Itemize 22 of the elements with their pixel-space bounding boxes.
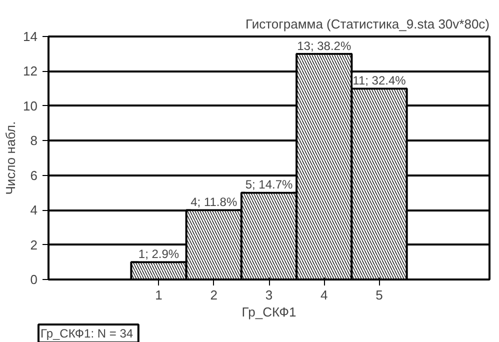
y-tick-label: 0 xyxy=(30,272,38,287)
y-axis-title: Число набл. xyxy=(3,121,18,195)
data-label: 11; 32.4% xyxy=(352,74,406,88)
y-tick-label: 10 xyxy=(23,98,38,114)
x-axis-title: Гр_СКФ1 xyxy=(242,304,296,320)
x-tick-label: 4 xyxy=(320,288,328,302)
y-tick-label: 8 xyxy=(30,133,38,148)
x-tick-label: 3 xyxy=(265,288,273,302)
x-tick-label: 2 xyxy=(210,288,218,302)
y-tick-label: 14 xyxy=(23,29,38,44)
x-tick-label: 1 xyxy=(155,288,162,302)
x-tick-label: 5 xyxy=(376,288,383,302)
y-tick-label: 2 xyxy=(30,237,38,252)
y-tick-label: 12 xyxy=(23,64,38,79)
data-label: 13; 38.2% xyxy=(297,38,352,53)
y-tick-label: 4 xyxy=(30,202,38,218)
data-label: 4; 11.8% xyxy=(190,195,238,210)
text: Гр_СКФ1: N = 34 xyxy=(40,326,134,340)
data-label: 5; 14.7% xyxy=(245,178,294,192)
data-label: 1; 2.9% xyxy=(138,247,180,262)
y-tick-label: 6 xyxy=(30,168,38,183)
chart-title: Гистограмма (Статистика_9.sta 30v*80c) xyxy=(246,16,490,32)
